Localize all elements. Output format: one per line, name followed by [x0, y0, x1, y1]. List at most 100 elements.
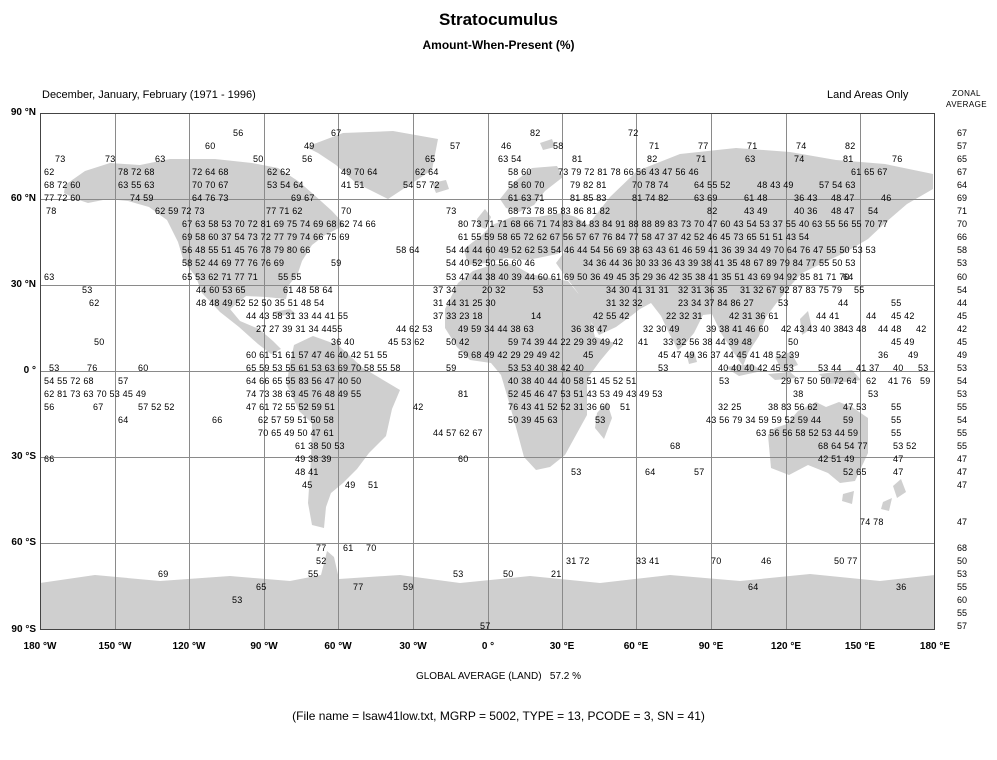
zonal-average-value: 55	[957, 608, 968, 618]
grid-value: 53 54 64	[267, 180, 304, 190]
grid-value: 60	[458, 454, 469, 464]
grid-value: 37 33 23 18	[433, 311, 483, 321]
land-iceland	[432, 180, 449, 193]
lon-tick-label: 60 °E	[623, 641, 649, 652]
chart-subtitle: Amount-When-Present (%)	[422, 38, 575, 52]
grid-value: 48 43 49	[757, 180, 794, 190]
land-java	[768, 372, 797, 380]
grid-value: 31 44 31 25 30	[433, 298, 496, 308]
grid-value: 72 64 68	[192, 167, 229, 177]
grid-value: 57 54 63	[819, 180, 856, 190]
zonal-average-value: 55	[957, 582, 968, 592]
grid-value: 53	[49, 363, 60, 373]
grid-value: 61 65 67	[851, 167, 888, 177]
grid-value: 38 83 56 62	[768, 402, 818, 412]
land-new-zealand-south	[881, 498, 892, 511]
grid-value: 45	[302, 480, 313, 490]
zonal-average-value: 53	[957, 569, 968, 579]
grid-value: 67	[93, 402, 104, 412]
grid-value: 47 53	[843, 402, 867, 412]
zonal-average-value: 67	[957, 128, 968, 138]
grid-value: 69 58 60 37 54 73 72 77 79 74 66 75 69	[182, 232, 350, 242]
grid-value: 61	[343, 543, 354, 553]
grid-value: 68 72 60	[44, 180, 81, 190]
grid-value: 40 36	[794, 206, 818, 216]
grid-value: 42	[413, 402, 424, 412]
lat-tick-label: 90 °S	[11, 624, 36, 635]
zonal-average-value: 54	[957, 285, 968, 295]
grid-value: 47	[893, 467, 904, 477]
grid-value: 43 48	[843, 324, 867, 334]
grid-value: 44 43 58 31 33 44 41 55	[246, 311, 349, 321]
grid-value: 71	[649, 141, 660, 151]
grid-value: 41 51	[341, 180, 365, 190]
lat-tick-label: 0 °	[23, 365, 36, 376]
grid-value: 36 40	[331, 337, 355, 347]
grid-value: 55	[891, 428, 902, 438]
zonal-average-value: 53	[957, 363, 968, 373]
grid-value: 53	[82, 285, 93, 295]
grid-value: 63	[155, 154, 166, 164]
zonal-average-value: 71	[957, 206, 968, 216]
grid-value: 82	[530, 128, 541, 138]
grid-value: 60	[205, 141, 216, 151]
grid-value: 31 72	[566, 556, 590, 566]
grid-value: 40 38 40 44 40 58 51 45 52 51	[508, 376, 637, 386]
grid-value: 77 71 62	[266, 206, 303, 216]
grid-value: 52 45 46 47 53 51 43 53 49 43 49 53	[508, 389, 663, 399]
grid-value: 59	[331, 258, 342, 268]
zonal-average-value: 45	[957, 311, 968, 321]
map-plot-area: 56 67 82 72 60 49 57 46 58 71 77 71 74 82 73 73 63 50 56 65…	[40, 113, 935, 631]
zonal-average-value: 44	[957, 298, 968, 308]
zonal-average-value: 57	[957, 621, 968, 631]
zonal-average-value: 57	[957, 141, 968, 151]
grid-value: 79 82 81	[570, 180, 607, 190]
zonal-average-value: 60	[957, 272, 968, 282]
zonal-average-value: 60	[957, 595, 968, 605]
grid-value: 37 34	[433, 285, 457, 295]
land-philippines	[800, 311, 812, 335]
grid-value: 77	[698, 141, 709, 151]
zonal-average-value: 69	[957, 193, 968, 203]
grid-value: 45	[583, 350, 594, 360]
land-cuba	[273, 309, 296, 316]
zonal-average-value: 42	[957, 324, 968, 334]
grid-value: 50	[253, 154, 264, 164]
grid-value: 49 70 64	[341, 167, 378, 177]
grid-value: 45 47 49 36 37 44 45 41 48 52 39	[658, 350, 800, 360]
zonal-average-value: 67	[957, 167, 968, 177]
lon-tick-label: 150 °E	[844, 641, 876, 652]
grid-value: 33 32 56 38 44 39 48	[663, 337, 753, 347]
lon-tick-label: 180 °W	[23, 641, 57, 652]
grid-value: 60 61 51 61 57 47 46 40 42 51 55	[246, 350, 388, 360]
grid-value: 56	[302, 154, 313, 164]
land-africa	[445, 264, 615, 470]
grid-value: 53 44	[818, 363, 842, 373]
grid-value: 42 55 42	[593, 311, 630, 321]
grid-value: 63 69	[694, 193, 718, 203]
grid-value: 29 67 50 50 72 64	[781, 376, 857, 386]
grid-value: 53	[533, 285, 544, 295]
grid-value: 53	[918, 363, 929, 373]
grid-value: 63	[44, 272, 55, 282]
grid-value: 55	[332, 324, 343, 334]
grid-value: 32 31 36 35	[678, 285, 728, 295]
grid-value: 40 40 40 42 45 53	[718, 363, 794, 373]
grid-value: 72	[628, 128, 639, 138]
grid-value: 68 73 78 85 83 86 81 82	[508, 206, 611, 216]
grid-value: 59	[920, 376, 931, 386]
grid-value: 23 34 37 84 86 27	[678, 298, 754, 308]
chart-title: Stratocumulus	[438, 10, 559, 29]
grid-value: 63	[745, 154, 756, 164]
grid-value: 53 53 40 38 42 40	[508, 363, 584, 373]
zonal-average-value: 68	[957, 543, 968, 553]
zonal-average-value: 47	[957, 454, 968, 464]
grid-value: 34 30 41 31 31	[606, 285, 669, 295]
grid-value: 55	[308, 569, 319, 579]
grid-value: 44	[866, 311, 877, 321]
grid-value: 65 59 53 55 61 53 63 69 70 58 55 58	[246, 363, 401, 373]
lat-tick-label: 60 °S	[11, 537, 36, 548]
grid-value: 58 60	[508, 167, 532, 177]
lat-tick-label: 30 °N	[10, 279, 36, 290]
zonal-average-value: 49	[957, 350, 968, 360]
